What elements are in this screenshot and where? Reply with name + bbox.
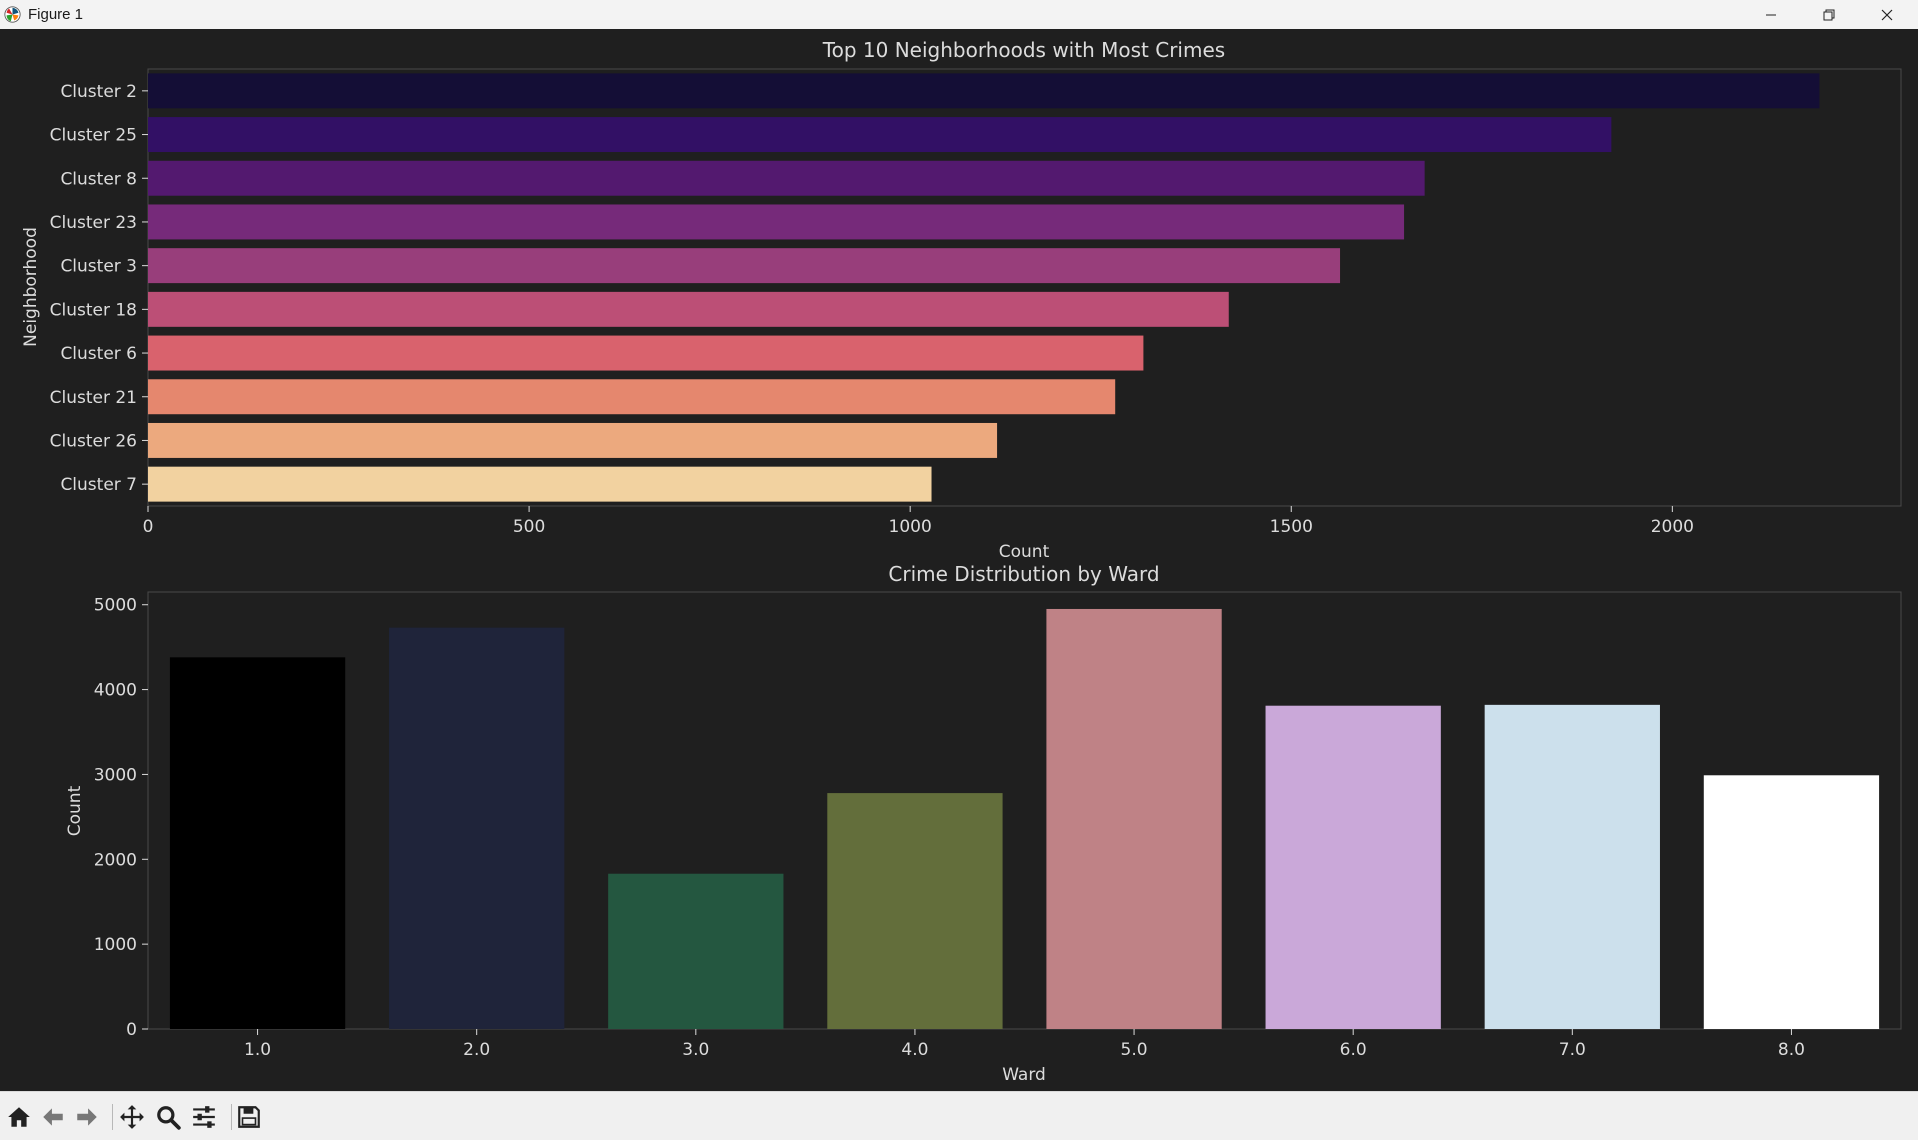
- neighborhood-y-tick-label: Cluster 7: [60, 475, 137, 495]
- neighborhood-y-axis-label: Neighborhood: [21, 227, 41, 347]
- ward-bar: [1266, 706, 1441, 1029]
- back-button[interactable]: [38, 1102, 68, 1132]
- ward-bar: [827, 793, 1002, 1029]
- neighborhood-y-tick-label: Cluster 2: [60, 82, 137, 102]
- restore-icon: [1822, 8, 1836, 22]
- ward-y-axis-label: Count: [65, 785, 85, 836]
- neighborhood-bar: [148, 161, 1425, 196]
- figure-svg: Cluster 2 Cluster 25 Cluster 8 Cluster 23 Cl…: [0, 29, 1918, 1091]
- neighborhood-x-tick-label: 500: [513, 517, 545, 537]
- ward-bar: [1046, 609, 1221, 1029]
- neighborhood-bar: [148, 467, 932, 502]
- ward-bar: [1485, 705, 1660, 1029]
- neighborhood-chart-title: Top 10 Neighborhoods with Most Crimes: [822, 38, 1225, 62]
- neighborhood-x-axis-label: Count: [999, 542, 1050, 562]
- neighborhood-bar: [148, 117, 1611, 152]
- ward-x-tick-label: 5.0: [1121, 1040, 1148, 1060]
- ward-x-tick-label: 7.0: [1559, 1040, 1586, 1060]
- home-button[interactable]: [4, 1102, 34, 1132]
- ward-y-tick-label: 5000: [94, 596, 137, 616]
- ward-y-tick-label: 3000: [94, 765, 137, 785]
- restore-button[interactable]: [1800, 0, 1858, 29]
- matplotlib-logo-icon: [4, 6, 21, 23]
- forward-button[interactable]: [72, 1102, 102, 1132]
- neighborhood-y-tick-label: Cluster 23: [50, 213, 137, 233]
- sliders-icon: [191, 1104, 217, 1130]
- ward-bar: [170, 657, 345, 1029]
- neighborhood-bar: [148, 248, 1340, 283]
- zoom-button[interactable]: [153, 1102, 183, 1132]
- neighborhood-bar: [148, 336, 1143, 371]
- minimize-icon: [1764, 8, 1778, 22]
- ward-axes: 0 1000 2000 3000 4000 5000 1.0 2.0 3.0 4.0 5.0 6.0…: [65, 562, 1901, 1085]
- neighborhood-bar: [148, 379, 1115, 414]
- ward-bar: [389, 628, 564, 1029]
- neighborhood-axes: Cluster 2 Cluster 25 Cluster 8 Cluster 23 Cl…: [21, 38, 1901, 562]
- figure-canvas[interactable]: Cluster 2 Cluster 25 Cluster 8 Cluster 23 Cl…: [0, 29, 1918, 1091]
- neighborhood-y-tick-label: Cluster 25: [50, 126, 137, 146]
- neighborhood-y-tick-label: Cluster 3: [60, 257, 137, 277]
- toolbar-separator: [112, 1104, 113, 1130]
- minimize-button[interactable]: [1742, 0, 1800, 29]
- move-icon: [119, 1104, 145, 1130]
- ward-y-tick-label: 4000: [94, 681, 137, 701]
- neighborhood-bar: [148, 204, 1404, 239]
- toolbar-separator: [231, 1104, 232, 1130]
- ward-y-tick-label: 2000: [94, 850, 137, 870]
- ward-x-tick-label: 3.0: [682, 1040, 709, 1060]
- arrow-right-icon: [74, 1104, 100, 1130]
- save-button[interactable]: [234, 1102, 264, 1132]
- window-titlebar: Figure 1: [0, 0, 1918, 30]
- ward-chart-title: Crime Distribution by Ward: [888, 562, 1159, 586]
- neighborhood-y-tick-label: Cluster 18: [50, 300, 137, 320]
- neighborhood-x-tick-label: 1000: [889, 517, 932, 537]
- close-icon: [1880, 8, 1894, 22]
- neighborhood-bar: [148, 292, 1229, 327]
- neighborhood-x-tick-label: 2000: [1651, 517, 1694, 537]
- home-icon: [6, 1104, 32, 1130]
- neighborhood-y-tick-label: Cluster 26: [50, 431, 137, 451]
- ward-bar: [1704, 775, 1879, 1029]
- ward-y-tick-label: 1000: [94, 935, 137, 955]
- ward-x-axis-label: Ward: [1002, 1065, 1046, 1085]
- neighborhood-bar: [148, 73, 1819, 108]
- arrow-left-icon: [40, 1104, 66, 1130]
- window-title: Figure 1: [28, 6, 83, 23]
- floppy-disk-icon: [236, 1104, 262, 1130]
- close-button[interactable]: [1858, 0, 1916, 29]
- ward-bar: [608, 874, 783, 1029]
- ward-x-tick-label: 4.0: [901, 1040, 928, 1060]
- ward-y-tick-label: 0: [126, 1020, 137, 1040]
- neighborhood-y-tick-label: Cluster 21: [50, 388, 137, 408]
- ward-x-tick-label: 6.0: [1340, 1040, 1367, 1060]
- pan-button[interactable]: [117, 1102, 147, 1132]
- ward-x-tick-label: 1.0: [244, 1040, 271, 1060]
- navigation-toolbar: [0, 1091, 1918, 1140]
- neighborhood-y-tick-label: Cluster 8: [60, 169, 137, 189]
- configure-subplots-button[interactable]: [189, 1102, 219, 1132]
- neighborhood-x-tick-label: 0: [143, 517, 154, 537]
- ward-x-tick-label: 2.0: [463, 1040, 490, 1060]
- neighborhood-bar: [148, 423, 997, 458]
- neighborhood-x-tick-label: 1500: [1270, 517, 1313, 537]
- neighborhood-y-tick-label: Cluster 6: [60, 344, 137, 364]
- magnifier-icon: [155, 1104, 181, 1130]
- ward-x-tick-label: 8.0: [1778, 1040, 1805, 1060]
